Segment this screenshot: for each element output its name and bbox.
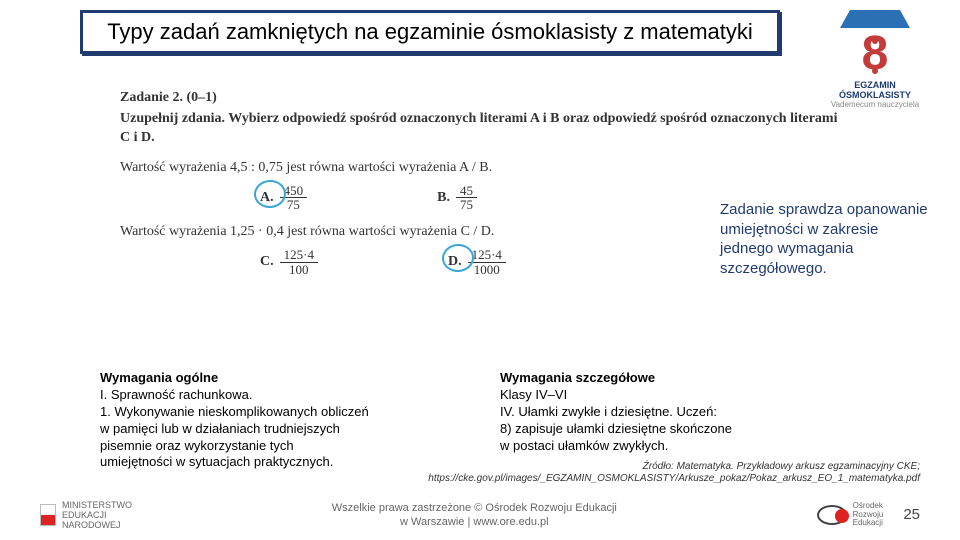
req-specific-l0: Klasy IV–VI [500, 387, 840, 404]
source-l2: https://cke.gov.pl/images/_EGZAMIN_OSMOK… [428, 473, 920, 485]
annotation-box: Zadanie sprawdza opanowanie umiejętności… [720, 200, 930, 278]
cap-icon [850, 10, 900, 28]
requirements-specific: Wymagania szczegółowe Klasy IV–VI IV. Uł… [500, 370, 840, 471]
ministry-text: MINISTERSTWO EDUKACJI NARODOWEJ [62, 500, 132, 530]
option-c-label: C. [260, 254, 274, 270]
req-specific-l3: w postaci ułamków zwykłych. [500, 438, 840, 455]
task-header: Zadanie 2. (0–1) [120, 90, 840, 106]
frac-a-den: 75 [283, 198, 304, 212]
ore-mark-icon [817, 505, 847, 525]
flag-icon [40, 504, 56, 526]
ore-text: Ośrodek Rozwoju Edukacji [853, 502, 884, 528]
option-b-label: B. [437, 190, 450, 206]
source-l1: Źródło: Matematyka. Przykładowy arkusz e… [428, 461, 920, 473]
ore-logo: Ośrodek Rozwoju Edukacji [817, 502, 884, 528]
slide-title: Typy zadań zamkniętych na egzaminie ósmo… [80, 10, 780, 54]
frac-c-den: 100 [285, 263, 313, 277]
req-general-l0: I. Sprawność rachunkowa. [100, 387, 440, 404]
req-general-l2: w pamięci lub w działaniach trudniejszyc… [100, 421, 440, 438]
statement-1: Wartość wyrażenia 4,5 : 0,75 jest równa … [120, 160, 840, 176]
footer-center-l2: w Warszawie | www.ore.edu.pl [332, 515, 617, 529]
footer: MINISTERSTWO EDUKACJI NARODOWEJ Wszelkie… [0, 500, 960, 530]
frac-d-den: 1000 [470, 263, 504, 277]
req-general-l1: 1. Wykonywanie nieskomplikowanych oblicz… [100, 404, 440, 421]
footer-center: Wszelkie prawa zastrzeżone © Ośrodek Roz… [332, 501, 617, 530]
req-specific-l2: 8) zapisuje ułamki dziesiętne skończone [500, 421, 840, 438]
option-a-label: A. [260, 190, 274, 206]
fraction-d: 125·4 1000 [468, 248, 506, 276]
frac-b-den: 75 [456, 198, 477, 212]
ministry-logo: MINISTERSTWO EDUKACJI NARODOWEJ [40, 500, 132, 530]
option-a: A. 450 75 [260, 184, 307, 212]
requirements-row: Wymagania ogólne I. Sprawność rachunkowa… [100, 370, 840, 471]
frac-d-num: 125·4 [468, 248, 506, 263]
task-instruction: Uzupełnij zdania. Wybierz odpowiedź spoś… [120, 110, 840, 148]
fraction-b: 45 75 [456, 184, 477, 212]
option-c: C. 125·4 100 [260, 248, 318, 276]
frac-b-num: 45 [456, 184, 477, 199]
option-d: D. 125·4 1000 [448, 248, 506, 276]
page-number: 25 [903, 506, 920, 523]
fraction-c: 125·4 100 [280, 248, 318, 276]
fraction-a: 450 75 [280, 184, 308, 212]
footer-right: Ośrodek Rozwoju Edukacji 25 [817, 502, 920, 528]
req-specific-heading: Wymagania szczegółowe [500, 370, 840, 387]
frac-c-num: 125·4 [280, 248, 318, 263]
req-general-heading: Wymagania ogólne [100, 370, 440, 387]
req-general-l4: umiejętności w sytuacjach praktycznych. [100, 454, 440, 471]
req-specific-l1: IV. Ułamki zwykłe i dziesiętne. Uczeń: [500, 404, 840, 421]
req-general-l3: pisemnie oraz wykorzystanie tych [100, 438, 440, 455]
option-b: B. 45 75 [437, 184, 477, 212]
footer-center-l1: Wszelkie prawa zastrzeżone © Ośrodek Roz… [332, 501, 617, 515]
eight-icon: 8 [820, 30, 930, 78]
source-citation: Źródło: Matematyka. Przykładowy arkusz e… [428, 461, 920, 485]
option-d-label: D. [448, 254, 462, 270]
requirements-general: Wymagania ogólne I. Sprawność rachunkowa… [100, 370, 440, 471]
frac-a-num: 450 [280, 184, 308, 199]
